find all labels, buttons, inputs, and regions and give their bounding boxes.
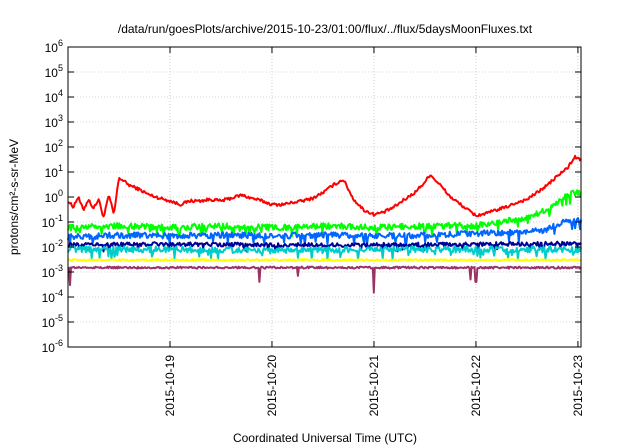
series-line [67, 245, 582, 261]
y-tick-label: 102 [45, 138, 63, 155]
series-line [67, 217, 582, 247]
series-line [67, 154, 582, 218]
y-tick-label: 101 [45, 163, 63, 180]
series-group [67, 154, 582, 294]
grid [68, 47, 581, 347]
y-tick-label: 10-3 [42, 263, 63, 280]
chart-title: /data/run/goesPlots/archive/2015-10-23/0… [118, 22, 533, 36]
y-tick-label: 10-4 [42, 288, 63, 305]
series-line [67, 189, 582, 238]
y-tick-label: 105 [45, 63, 63, 80]
x-tick-label: 2015-10-19 [163, 355, 177, 417]
y-tick-label: 10-1 [42, 213, 63, 230]
y-axis-label: protons/cm²-s-sr-MeV [7, 139, 21, 255]
y-tick-label: 103 [45, 113, 63, 130]
y-tick-label: 104 [45, 88, 63, 105]
x-axis-label: Coordinated Universal Time (UTC) [233, 431, 417, 445]
y-tick-label: 106 [45, 38, 63, 55]
x-tick-label: 2015-10-22 [469, 355, 483, 417]
y-tick-label: 100 [45, 188, 63, 205]
x-axis-ticks: 2015-10-19 2015-10-20 2015-10-21 2015-10-22… [163, 47, 585, 416]
series-line [67, 265, 582, 294]
y-tick-label: 10-5 [42, 313, 63, 330]
x-tick-label: 2015-10-23 [571, 355, 585, 417]
y-axis-ticks: 10-6 10-5 10-4 10-3 10-2 10-1 100 101 102 103 104 1… [42, 38, 581, 355]
y-tick-label: 10-2 [42, 238, 63, 255]
y-tick-label: 10-6 [42, 338, 63, 355]
plot-frame [67, 46, 582, 348]
series-line [67, 258, 582, 263]
x-tick-label: 2015-10-20 [265, 355, 279, 417]
x-tick-label: 2015-10-21 [367, 355, 381, 417]
